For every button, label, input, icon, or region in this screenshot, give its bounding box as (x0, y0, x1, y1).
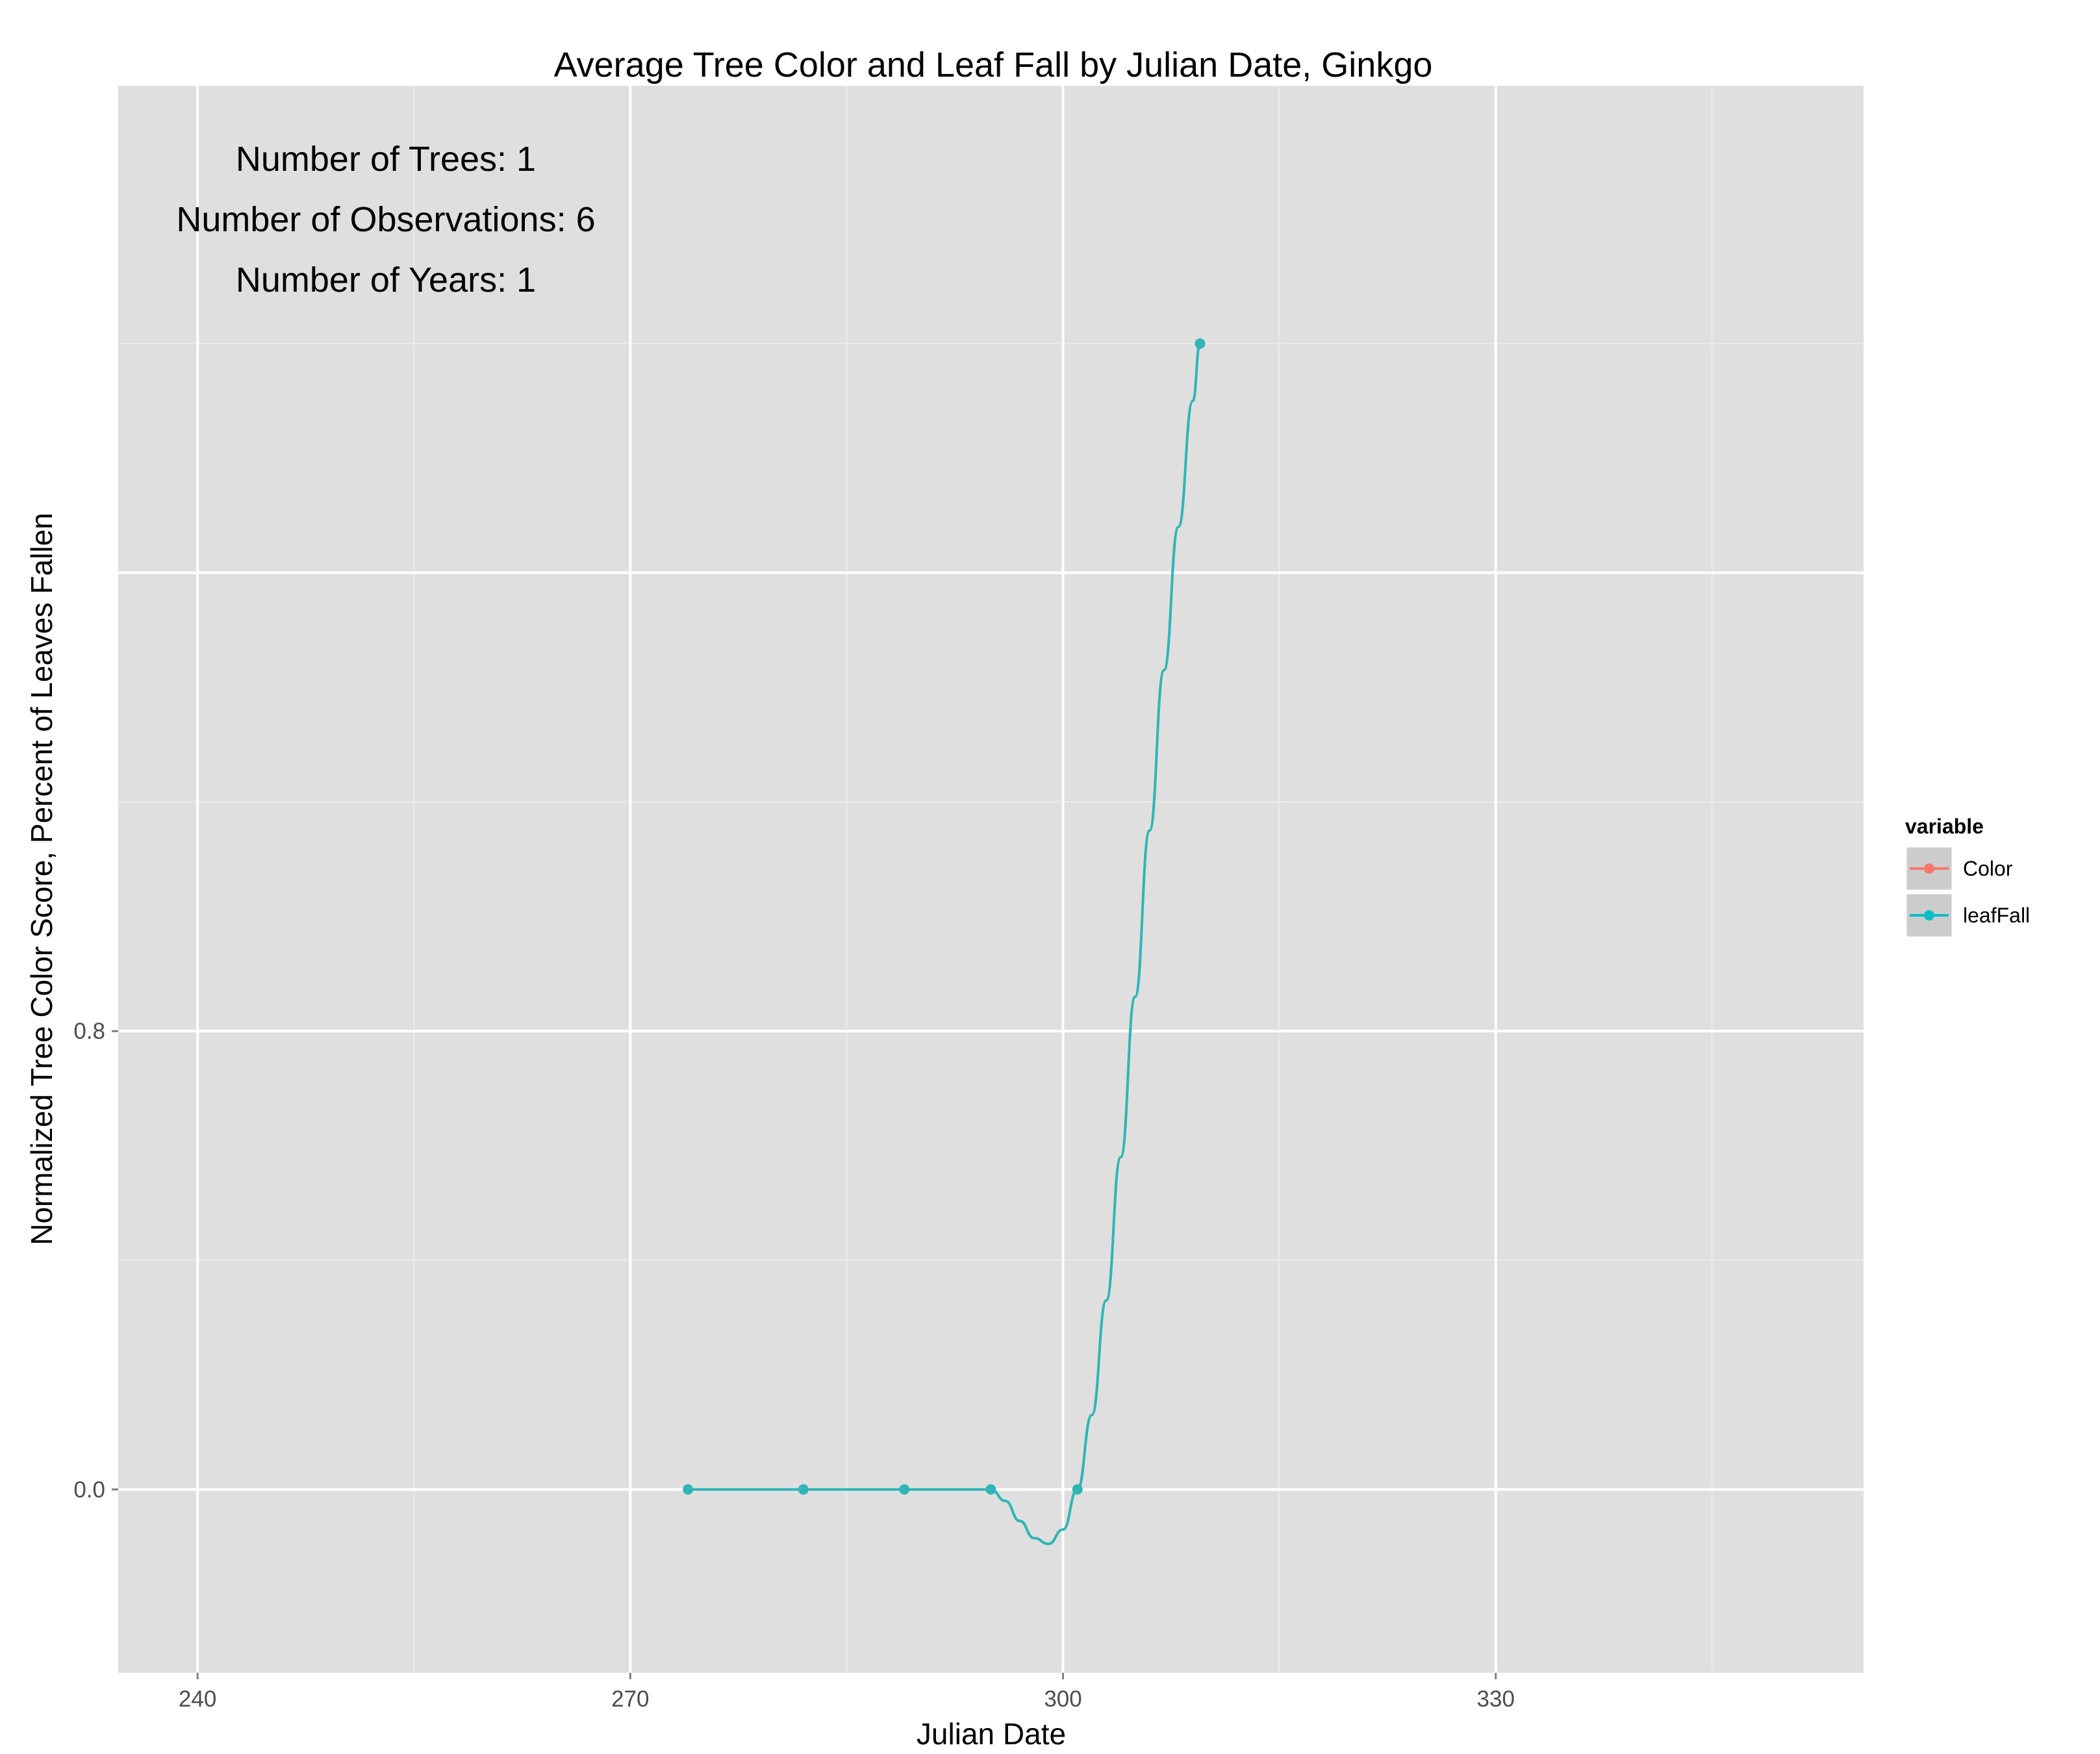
y-tick-label: 0.0 (73, 1477, 105, 1503)
y-axis-ticks: 0.0 0.8 (73, 1019, 118, 1503)
chart-title: Average Tree Color and Leaf Fall by Juli… (554, 45, 1433, 84)
y-tick-label: 0.8 (73, 1019, 105, 1044)
data-series (683, 338, 1206, 1545)
data-point-leafFall (985, 1484, 996, 1495)
data-point-leafFall (683, 1484, 694, 1495)
y-axis-title: Normalized Tree Color Score, Percent of … (25, 513, 58, 1245)
series-line-leafFall (688, 342, 1202, 1545)
x-tick-label: 270 (611, 1686, 649, 1712)
legend: variable Color leafFall (1904, 815, 2030, 939)
legend-point-leafFall (1924, 910, 1934, 921)
plot-panel (118, 86, 1864, 1673)
grid-lines (118, 86, 1864, 1673)
annotation-text: Number of Years: 1 (236, 261, 536, 299)
data-point-leafFall (1195, 338, 1206, 349)
data-point-leafFall (798, 1484, 809, 1495)
x-tick-label: 300 (1044, 1686, 1082, 1712)
annotation-text: Number of Observations: 6 (176, 200, 595, 239)
x-axis-title: Julian Date (917, 1717, 1066, 1751)
data-point-leafFall (899, 1484, 910, 1495)
x-tick-label: 330 (1477, 1686, 1515, 1712)
legend-title: variable (1905, 815, 1984, 838)
annotation-text: Number of Trees: 1 (236, 140, 536, 179)
x-axis-ticks: 240 270 300 330 (179, 1673, 1515, 1712)
legend-label-leafFall: leafFall (1963, 904, 2030, 927)
annotations: Number of Trees: 1 Number of Observations… (176, 140, 595, 299)
x-tick-label: 240 (179, 1686, 216, 1712)
data-point-leafFall (1072, 1484, 1083, 1495)
legend-point-Color (1924, 863, 1934, 874)
legend-label-Color: Color (1963, 857, 2013, 880)
